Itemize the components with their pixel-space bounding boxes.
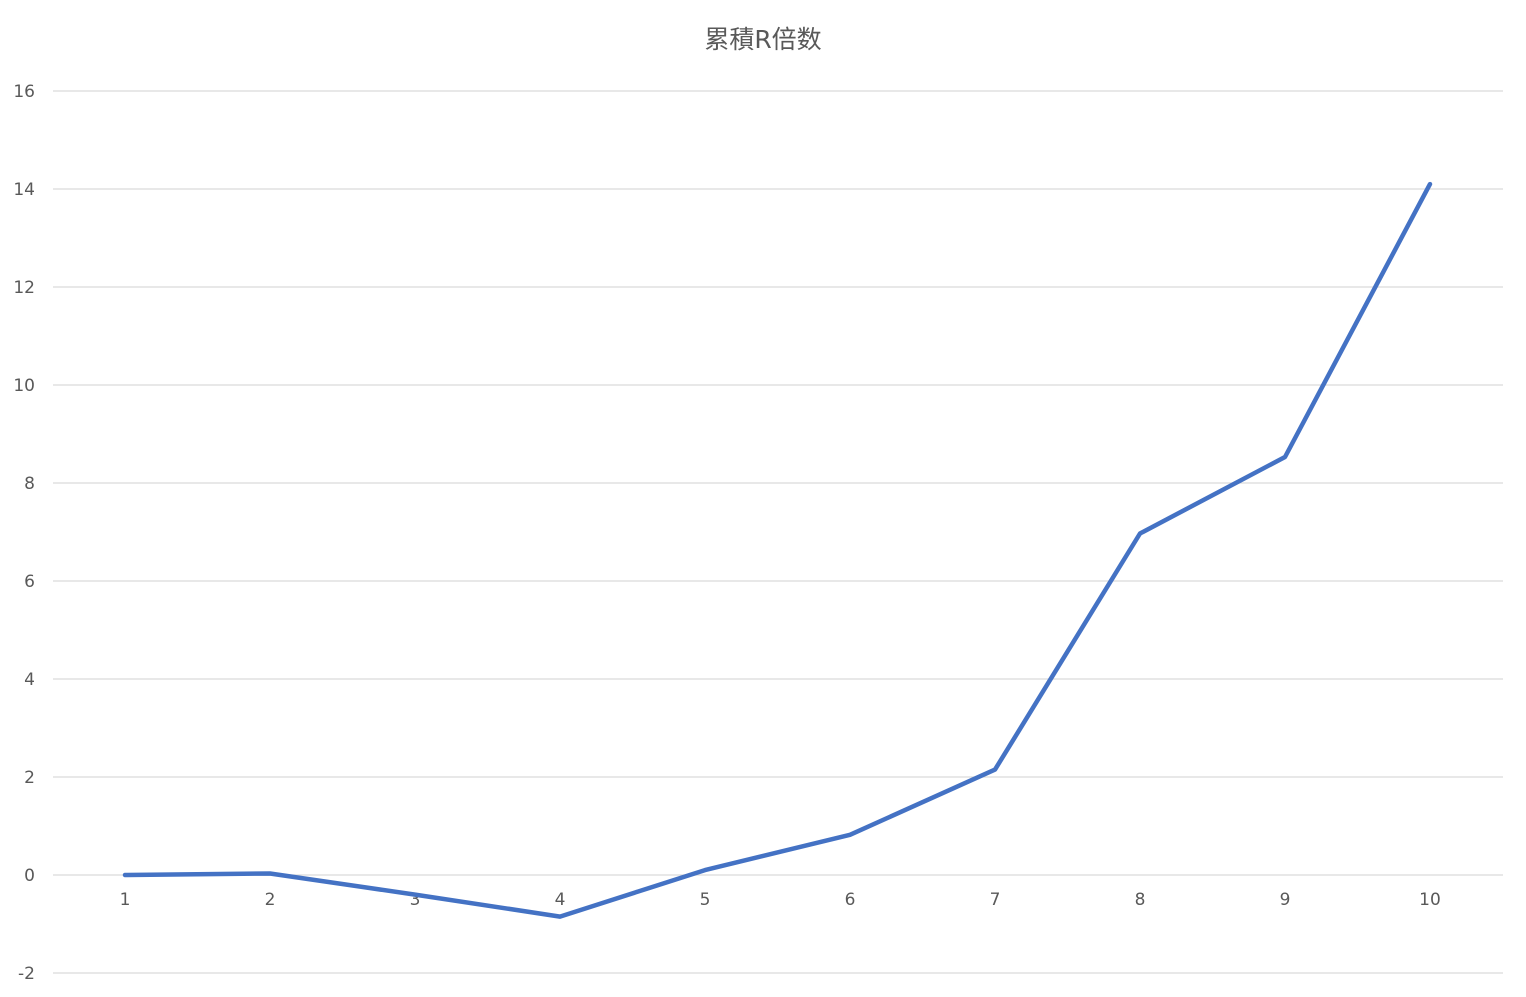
- y-tick-label: 2: [24, 768, 35, 788]
- y-tick-label: 10: [13, 376, 35, 396]
- x-tick-label: 2: [265, 890, 276, 910]
- x-tick-label: 7: [990, 890, 1001, 910]
- y-tick-label: 16: [13, 82, 35, 102]
- y-tick-label: 0: [24, 866, 35, 886]
- y-axis-tick-labels: -2 0 2 4 6 8 10 12 14 16: [13, 82, 35, 984]
- chart-title: 累積R倍数: [704, 25, 821, 54]
- x-tick-label: 1: [120, 890, 131, 910]
- y-tick-label: 6: [24, 572, 35, 592]
- y-tick-label: -2: [18, 964, 35, 984]
- series-group: [122, 181, 1433, 919]
- y-tick-label: 14: [13, 180, 35, 200]
- x-tick-label: 6: [845, 890, 856, 910]
- gridlines: [53, 90, 1503, 974]
- x-tick-label: 8: [1135, 890, 1146, 910]
- y-tick-label: 12: [13, 278, 35, 298]
- x-tick-label: 4: [555, 890, 566, 910]
- x-axis-tick-labels: 1 2 3 4 5 6 7 8 9 10: [120, 890, 1441, 910]
- y-tick-label: 4: [24, 670, 35, 690]
- x-tick-label: 3: [410, 890, 421, 910]
- x-tick-label: 9: [1280, 890, 1291, 910]
- x-tick-label: 10: [1419, 890, 1441, 910]
- x-tick-label: 5: [700, 890, 711, 910]
- series-line-0: [122, 181, 1433, 919]
- y-tick-label: 8: [24, 474, 35, 494]
